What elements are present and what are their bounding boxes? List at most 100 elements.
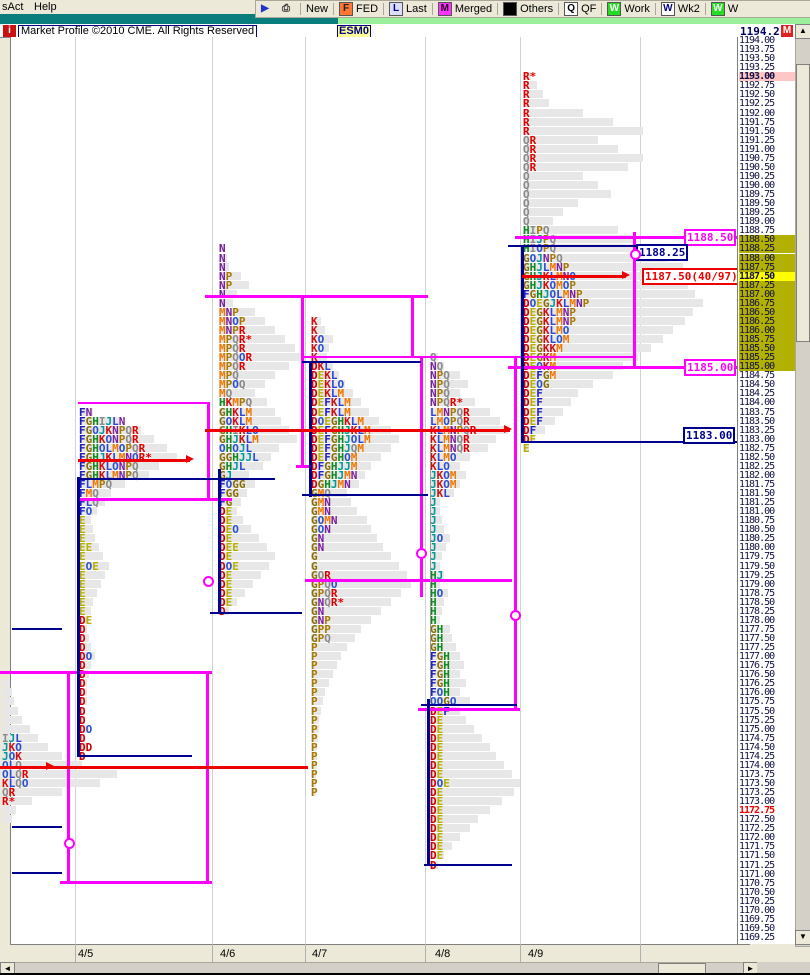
price-label: 1187.75 (739, 262, 795, 272)
menu-item-act[interactable]: sAct (2, 1, 24, 13)
price-label: 1186.00 (739, 325, 795, 335)
price-label: 1182.75 (739, 442, 775, 454)
price-label: 1190.75 (739, 152, 775, 164)
price-label: 1189.75 (739, 189, 775, 201)
price-label: 1192.25 (739, 98, 775, 110)
date-tick (520, 944, 521, 962)
price-label: 1181.25 (739, 497, 775, 509)
others-button[interactable]: Others (503, 2, 553, 16)
price-label: 1177.75 (739, 623, 775, 635)
last-icon: L (389, 2, 404, 16)
toolbar-label: Wk2 (677, 3, 700, 15)
date-axis (10, 944, 750, 963)
price-label: 1186.75 (739, 298, 795, 308)
price-label: 1169.50 (739, 922, 775, 934)
price-label: 1177.00 (739, 651, 775, 663)
price-label: 1178.25 (739, 605, 775, 617)
price-label: 1189.00 (739, 216, 775, 228)
price-label: 1188.75 (739, 225, 775, 237)
toolbar-separator (383, 3, 385, 15)
work-button[interactable]: W Work (607, 2, 650, 16)
price-label: 1171.25 (739, 859, 775, 871)
price-label: 1193.75 (739, 44, 775, 56)
chart-canvas[interactable] (10, 37, 738, 944)
merged-button[interactable]: M Merged (437, 2, 492, 16)
price-label: 1188.50 (739, 235, 795, 245)
price-label: 1180.50 (739, 524, 775, 536)
price-label: 1173.00 (739, 796, 775, 808)
m-badge[interactable]: M (781, 25, 793, 37)
price-label: 1180.00 (739, 542, 775, 554)
price-label: 1176.00 (739, 687, 775, 699)
toolbar-separator (300, 3, 301, 15)
price-label: 1183.25 (739, 424, 775, 436)
printer-icon[interactable]: ⎙ (280, 2, 295, 16)
scroll-down-button[interactable]: ▼ (795, 930, 810, 945)
scroll-corner (757, 962, 810, 973)
price-label: 1179.00 (739, 578, 775, 590)
price-label: 1192.50 (739, 89, 775, 101)
price-label: 1174.25 (739, 750, 775, 762)
price-label: 1194.00 (739, 35, 775, 47)
price-label: 1183.75 (739, 406, 775, 418)
printer-icon: ⎙ (280, 3, 292, 15)
price-label: 1171.00 (739, 868, 775, 880)
vertical-scroll-thumb[interactable] (796, 64, 810, 342)
info-icon[interactable]: i (3, 25, 16, 37)
top-price-label: 1194.2 (740, 25, 780, 38)
price-label: 1192.75 (739, 80, 775, 92)
work-icon: W (607, 2, 622, 16)
wk2-button[interactable]: W Wk2 (660, 2, 700, 16)
price-label: 1193.50 (739, 53, 775, 65)
price-label: 1169.75 (739, 913, 775, 925)
price-label: 1181.00 (739, 506, 775, 518)
price-label: 1181.75 (739, 479, 775, 490)
price-label: 1185.50 (739, 344, 795, 354)
toolbar-separator (333, 3, 335, 15)
scroll-up-button[interactable]: ▲ (795, 24, 810, 39)
price-label: 1171.50 (739, 850, 775, 862)
toolbar-label: Others (520, 3, 554, 15)
toolbar-separator (654, 3, 656, 15)
qf-button[interactable]: Q QF (564, 2, 596, 16)
price-label: 1179.50 (739, 560, 775, 572)
price-label: 1170.50 (739, 886, 775, 898)
price-label: 1184.50 (739, 379, 775, 391)
date-tick (212, 944, 213, 962)
fed-button[interactable]: F FED (339, 2, 378, 16)
price-label: 1173.50 (739, 777, 775, 789)
price-label: 1178.50 (739, 596, 775, 608)
play-icon: ▶ (259, 3, 271, 15)
date-tick (640, 944, 641, 962)
price-label: 1188.25 (739, 244, 795, 254)
price-label: 1187.50 (739, 271, 795, 281)
price-label: 1190.25 (739, 170, 775, 182)
price-label: 1175.00 (739, 723, 775, 735)
price-label: 1173.25 (739, 787, 775, 799)
price-label: 1188.00 (739, 253, 795, 263)
price-label: 1185.75 (739, 335, 795, 345)
price-label: 1179.25 (739, 569, 775, 581)
last-button[interactable]: L Last (389, 2, 427, 16)
toolbar-separator (431, 3, 433, 15)
price-label: 1189.50 (739, 198, 775, 210)
menu-item-help[interactable]: Help (34, 1, 57, 13)
play-icon[interactable]: ▶ (259, 2, 274, 16)
price-label: 1190.50 (739, 161, 775, 173)
new-button[interactable]: New (306, 2, 328, 16)
date-label: 4/6 (220, 948, 236, 960)
price-label: 1191.75 (739, 116, 775, 128)
price-label: 1187.25 (739, 280, 795, 290)
price-label: 1191.25 (739, 134, 775, 146)
price-label: 1179.75 (739, 551, 775, 563)
price-label: 1182.50 (739, 451, 775, 463)
price-label: 1184.75 (739, 370, 775, 382)
price-label: 1175.75 (739, 696, 775, 708)
toolbar-label: New (306, 3, 329, 15)
price-label: 1170.00 (739, 904, 775, 916)
date-tick (425, 944, 426, 962)
date-label: 4/9 (528, 948, 544, 960)
toolbar-label: QF (581, 3, 597, 15)
price-label: 1186.25 (739, 316, 795, 326)
